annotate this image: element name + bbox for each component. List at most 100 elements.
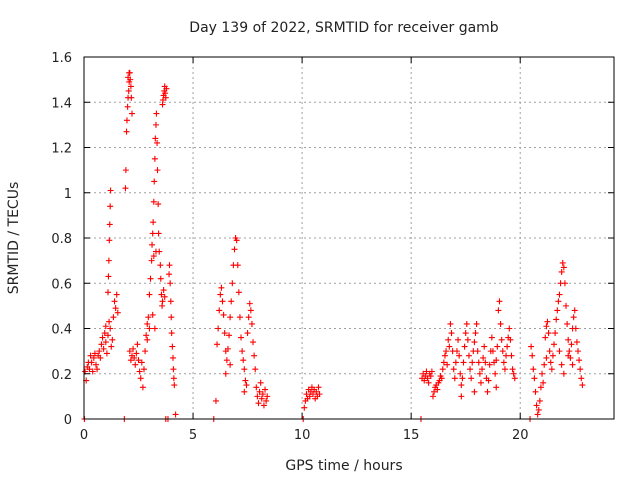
data-point [143, 332, 150, 339]
data-point [459, 375, 466, 382]
data-point [235, 289, 242, 296]
data-point [148, 257, 155, 264]
data-point [263, 397, 270, 404]
data-point [250, 339, 257, 346]
y-tick-label: 0.4 [51, 323, 72, 338]
data-point [242, 377, 249, 384]
data-point [421, 377, 428, 384]
data-point [106, 237, 113, 244]
data-point [504, 343, 511, 350]
data-point [482, 359, 489, 366]
y-tick-label: 0 [64, 413, 72, 428]
data-point [146, 291, 153, 298]
data-point [575, 348, 582, 355]
data-point [152, 248, 159, 255]
data-point [112, 305, 119, 312]
data-point [215, 325, 222, 332]
data-point [495, 307, 502, 314]
data-point [425, 379, 432, 386]
data-point [160, 287, 167, 294]
data-point [158, 291, 165, 298]
data-point [251, 352, 258, 359]
data-point [142, 348, 149, 355]
data-point [576, 357, 583, 364]
data-point [106, 221, 113, 228]
data-point [558, 268, 565, 275]
data-point [500, 359, 507, 366]
data-point [107, 187, 114, 194]
data-point [155, 201, 162, 208]
data-point [222, 370, 229, 377]
data-point [481, 343, 488, 350]
data-point [172, 411, 179, 418]
data-point [157, 275, 164, 282]
data-point [154, 167, 161, 174]
data-point [152, 135, 159, 142]
data-point [464, 336, 471, 343]
data-point [446, 343, 453, 350]
data-point [99, 334, 106, 341]
data-point [568, 341, 575, 348]
data-point [86, 366, 93, 373]
data-point [264, 393, 271, 400]
data-point [544, 318, 551, 325]
data-point [226, 332, 233, 339]
data-point [565, 336, 572, 343]
data-point [563, 302, 570, 309]
data-point [471, 388, 478, 395]
data-point [441, 352, 448, 359]
data-point [90, 354, 97, 361]
data-point [564, 320, 571, 327]
data-point [239, 348, 246, 355]
data-point [569, 361, 576, 368]
data-point [461, 343, 468, 350]
data-point [486, 361, 493, 368]
data-point [94, 366, 101, 373]
data-point [253, 384, 260, 391]
data-point [469, 359, 476, 366]
data-point [556, 291, 563, 298]
data-point [453, 348, 460, 355]
data-point [221, 330, 228, 337]
data-point [227, 361, 234, 368]
data-point [503, 352, 510, 359]
data-point [553, 316, 560, 323]
data-point [88, 359, 95, 366]
data-point [458, 382, 465, 389]
data-point [579, 382, 586, 389]
data-point [248, 320, 255, 327]
data-point [438, 375, 445, 382]
data-point [254, 393, 261, 400]
data-point [561, 280, 568, 287]
data-point [480, 354, 487, 361]
data-point [170, 366, 177, 373]
data-point [217, 291, 224, 298]
data-point [497, 320, 504, 327]
data-point [468, 375, 475, 382]
data-point [488, 334, 495, 341]
data-point [565, 352, 572, 359]
data-point [105, 257, 112, 264]
data-point [126, 69, 133, 76]
data-point [218, 284, 225, 291]
data-point [240, 357, 247, 364]
data-point [485, 377, 492, 384]
data-point [107, 203, 114, 210]
data-point [132, 361, 139, 368]
data-point [109, 336, 116, 343]
data-point [224, 345, 231, 352]
data-point [536, 397, 543, 404]
data-point [530, 366, 537, 373]
data-point [528, 343, 535, 350]
data-point [146, 325, 153, 332]
data-point [440, 359, 447, 366]
data-point [255, 400, 262, 407]
data-point [100, 345, 107, 352]
data-point [104, 332, 111, 339]
data-point [462, 330, 469, 337]
data-point [133, 350, 140, 357]
data-point [123, 128, 130, 135]
y-tick-labels: 0 0.2 0.4 0.6 0.8 1 1.2 1.4 1.6 [51, 51, 72, 428]
data-point [244, 330, 251, 337]
